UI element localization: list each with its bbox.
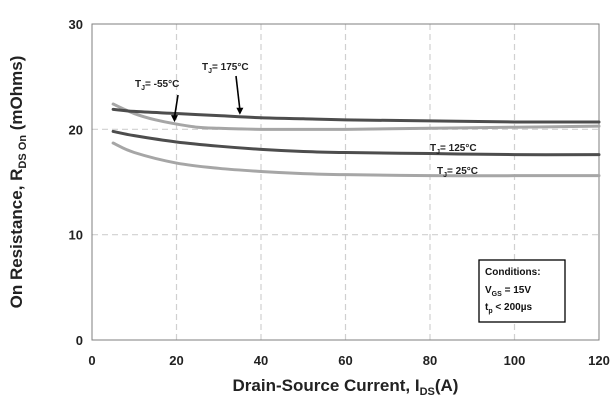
x-axis-title-sub: DS — [420, 386, 435, 396]
curve-label: TJ= 25°C — [437, 166, 478, 179]
series-group — [111, 102, 601, 178]
x-tick-label: 20 — [169, 353, 183, 368]
y-tick-label: 0 — [76, 333, 83, 348]
x-tick-label: 40 — [254, 353, 268, 368]
y-axis-title-main: On Resistance, R — [7, 169, 26, 309]
y-tick-label: 10 — [69, 228, 83, 243]
conditions-line: VGS = 15V — [485, 285, 531, 298]
y-axis-title: On Resistance, RDS On (mOhms) — [7, 56, 29, 309]
annotations: TJ= -55°C TJ= 175°C TJ= 125°C TJ= 25°C — [135, 62, 478, 179]
y-axis-title-sub: DS On — [17, 135, 29, 169]
curve-label: TJ= 175°C — [202, 62, 249, 75]
x-tick-label: 80 — [423, 353, 437, 368]
x-tick-label: 120 — [588, 353, 610, 368]
curve-label: TJ= 125°C — [430, 143, 477, 156]
conditions-line: tp < 200µs — [485, 302, 532, 315]
conditions-box-frame — [478, 259, 566, 323]
series-line — [111, 129, 601, 157]
annotation-arrow-shaft — [235, 75, 241, 110]
y-tick-label: 30 — [69, 17, 83, 32]
x-axis-title: Drain-Source Current, IDS(A) — [233, 376, 459, 396]
x-tick-label: 100 — [504, 353, 526, 368]
series-line — [111, 102, 601, 131]
annotation-arrow-shaft — [173, 94, 179, 118]
y-axis-title-tail: (mOhms) — [7, 56, 26, 135]
x-axis-title-main: Drain-Source Current, I — [233, 376, 420, 395]
conditions-heading: Conditions: — [485, 267, 541, 278]
series-line — [111, 141, 601, 178]
x-tick-label: 60 — [338, 353, 352, 368]
conditions-box: Conditions: VGS = 15V tp < 200µs — [478, 259, 566, 323]
annotation-arrow-head — [236, 107, 244, 115]
y-tick-label: 20 — [69, 122, 83, 137]
plot-area-frame — [91, 23, 600, 341]
tick-labels: 0 20 40 60 80 100 120 0 10 20 30 — [69, 17, 610, 368]
annotation-arrow-head — [171, 115, 178, 123]
x-tick-label: 0 — [88, 353, 95, 368]
x-axis-title-tail: (A) — [435, 376, 459, 395]
curve-label: TJ= -55°C — [135, 79, 179, 92]
series-line — [111, 107, 601, 124]
